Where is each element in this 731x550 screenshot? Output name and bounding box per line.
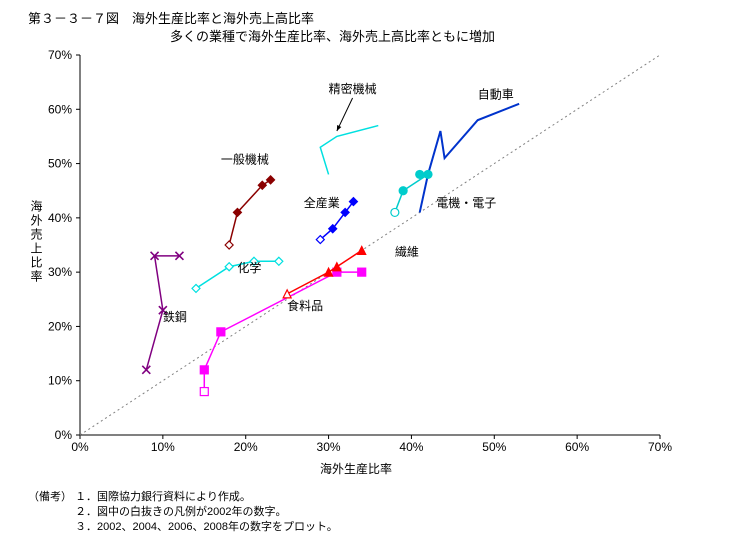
svg-text:60%: 60% [48,102,72,116]
svg-text:化学: 化学 [237,260,261,275]
notes-item-1: １．国際協力銀行資料により作成。 [75,491,251,503]
svg-text:0%: 0% [55,428,73,442]
svg-text:食料品: 食料品 [287,298,323,313]
notes-item-2: ２．図中の白抜きの凡例が2002年の数字。 [75,506,286,518]
y-axis-label: 海外売上比率 [28,200,45,284]
svg-text:0%: 0% [71,440,89,454]
svg-text:70%: 70% [48,48,72,62]
notes-prefix: （備考） [28,491,72,503]
svg-text:70%: 70% [648,440,672,454]
svg-text:自動車: 自動車 [478,87,514,101]
svg-text:30%: 30% [317,440,341,454]
svg-text:電機・電子: 電機・電子 [436,195,496,210]
svg-text:30%: 30% [48,265,72,279]
svg-text:20%: 20% [48,319,72,333]
scatter-plot: 0% 10% 20% 30% 40% 50% 60% 70% 0% 10% 20% 30% 40% 50%… [0,40,731,480]
svg-text:10%: 10% [151,440,175,454]
chart-title: 第３－３－７図 海外生産比率と海外売上高比率 [28,8,314,27]
svg-text:20%: 20% [234,440,258,454]
svg-text:40%: 40% [48,211,72,225]
svg-text:50%: 50% [48,157,72,171]
svg-text:50%: 50% [482,440,506,454]
svg-text:精密機械: 精密機械 [329,81,377,96]
svg-text:一般機械: 一般機械 [221,152,269,167]
svg-text:繊維: 繊維 [395,245,419,259]
x-axis-label: 海外生産比率 [320,460,392,477]
footnotes: （備考） １．国際協力銀行資料により作成。 （備考） ２．図中の白抜きの凡例が2… [28,490,338,535]
svg-text:鉄鋼: 鉄鋼 [163,309,187,324]
svg-text:10%: 10% [48,374,72,388]
svg-text:40%: 40% [399,440,423,454]
svg-text:60%: 60% [565,440,589,454]
notes-item-3: ３．2002、2004、2006、2008年の数字をプロット。 [75,521,338,533]
chart-area: 海外売上比率 0% 10% 20% 30% 40% 50% 60% 70% 0% 10% 20% 30… [0,40,731,480]
svg-text:全産業: 全産業 [304,195,340,210]
